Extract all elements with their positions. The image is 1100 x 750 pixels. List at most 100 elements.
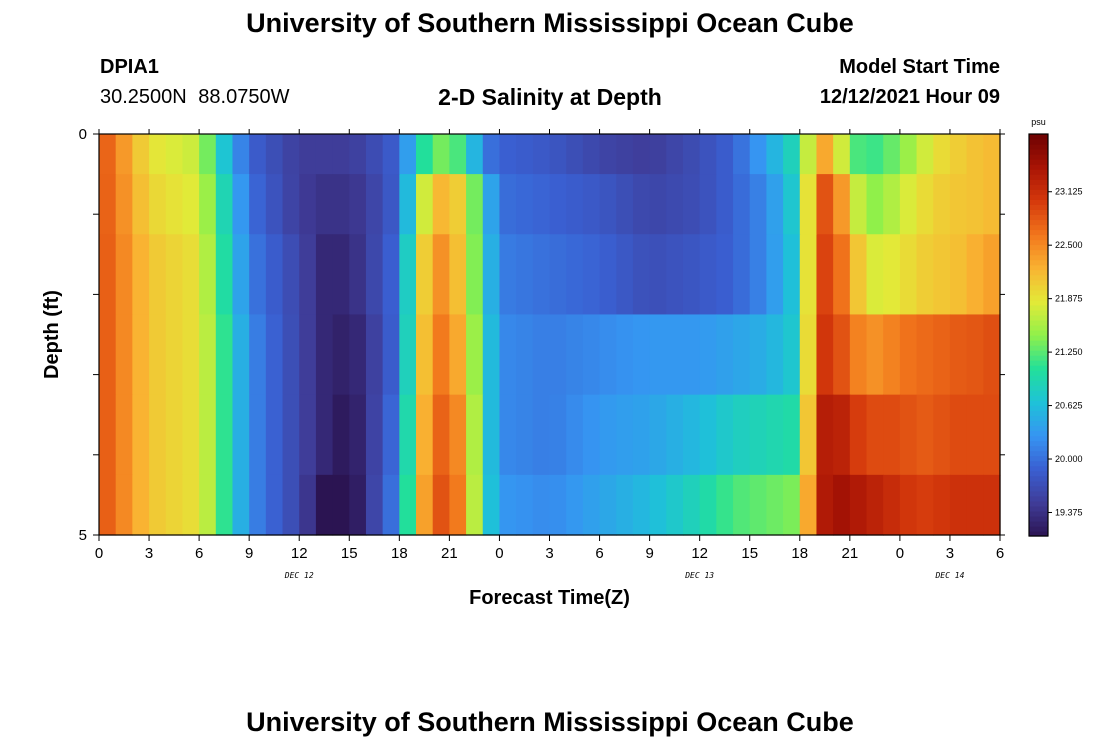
heatmap-cell [482, 394, 501, 476]
heatmap-cell [299, 174, 317, 235]
heatmap-cell [899, 134, 918, 175]
heatmap-cell [833, 474, 851, 536]
heatmap-cell [499, 234, 517, 316]
heatmap-cell [632, 134, 651, 175]
heatmap-cell [716, 314, 734, 396]
heatmap-cell [99, 314, 117, 396]
heatmap-cell [666, 134, 684, 175]
heatmap-cell [616, 134, 634, 175]
heatmap-cell [833, 314, 851, 396]
heatmap-cell [282, 174, 300, 235]
x-tick-label: 21 [441, 545, 458, 562]
heatmap-cell [983, 234, 1001, 316]
heatmap-cell [265, 394, 284, 476]
heatmap-cell [416, 134, 434, 175]
heatmap-cell [215, 474, 234, 536]
heatmap-cell [332, 134, 350, 175]
colorbar-segment [1029, 390, 1048, 396]
heatmap-cell [866, 174, 884, 235]
heatmap-cell [232, 314, 250, 396]
heatmap-cell [365, 314, 384, 396]
heatmap-cell [599, 234, 617, 316]
heatmap-cell [866, 234, 884, 316]
colorbar-tick-label: 23.125 [1055, 187, 1083, 197]
heatmap-cell [616, 394, 634, 476]
heatmap-cell [699, 394, 717, 476]
heatmap-cell [716, 474, 734, 536]
heatmap-cell [816, 394, 834, 476]
colorbar-segment [1029, 415, 1048, 422]
heatmap-cell [866, 474, 884, 536]
colorbar-segment [1029, 385, 1048, 391]
heatmap-cell [649, 394, 667, 476]
heatmap-cell [582, 234, 601, 316]
date-label: DEC 12 [284, 571, 314, 580]
heatmap-cell [749, 174, 768, 235]
heatmap-cell [516, 394, 534, 476]
heatmap-cell [699, 314, 717, 396]
heatmap-cell [816, 314, 834, 396]
heatmap-cell [733, 394, 751, 476]
heatmap-cell [783, 234, 801, 316]
heatmap-cell [199, 394, 217, 476]
heatmap-cell [265, 314, 284, 396]
colorbar-segment [1029, 440, 1048, 447]
heatmap-cell [866, 134, 884, 175]
heatmap-cell [799, 394, 818, 476]
colorbar-segment [1029, 194, 1048, 200]
colorbar-segment [1029, 445, 1048, 452]
heatmap-cell [249, 394, 267, 476]
heatmap-cell [916, 174, 934, 235]
heatmap-cell [849, 234, 868, 316]
heatmap-cell [949, 234, 968, 316]
heatmap-cell [432, 474, 450, 536]
heatmap-cell [983, 314, 1001, 396]
heatmap-cell [382, 134, 400, 175]
heatmap-cell [232, 474, 250, 536]
heatmap-cell [833, 394, 851, 476]
colorbar-segment [1029, 239, 1048, 246]
heatmap-cell [933, 314, 951, 396]
heatmap-cell [165, 314, 184, 396]
heatmap-cell [349, 234, 367, 316]
colorbar-segment [1029, 249, 1048, 256]
heatmap-cell [916, 474, 934, 536]
heatmap-cell [766, 234, 784, 316]
heatmap-cell [299, 394, 317, 476]
colorbar-segment [1029, 340, 1048, 346]
heatmap-cell [315, 394, 334, 476]
heatmap-cell [949, 314, 968, 396]
colorbar-tick-label: 21.875 [1055, 294, 1083, 304]
chart-title: 2-D Salinity at Depth [438, 84, 662, 110]
heatmap-cell [432, 234, 450, 316]
heatmap-cell [716, 394, 734, 476]
heatmap-cell [99, 174, 117, 235]
x-tick-label: 12 [291, 545, 308, 562]
heatmap-cell [249, 314, 267, 396]
heatmap-cell [482, 174, 501, 235]
page-title: University of Southern Mississippi Ocean… [246, 8, 854, 38]
heatmap-cell [632, 314, 651, 396]
x-tick-label: 3 [545, 545, 553, 562]
heatmap-cell [499, 394, 517, 476]
colorbar-segment [1029, 274, 1048, 281]
heatmap-cell [315, 234, 334, 316]
heatmap-cell [883, 474, 901, 536]
heatmap-cell [682, 474, 701, 536]
colorbar-segment [1029, 505, 1048, 512]
heatmap-cell [599, 134, 617, 175]
colorbar-unit-label: psu [1031, 117, 1046, 127]
heatmap-cell [582, 174, 601, 235]
heatmap-cell [399, 474, 417, 536]
heatmap-cell [182, 474, 200, 536]
colorbar-tick-label: 22.500 [1055, 240, 1083, 250]
heatmap-cell [299, 474, 317, 536]
heatmap-cell [632, 174, 651, 235]
heatmap-cell [666, 474, 684, 536]
colorbar-segment [1029, 199, 1048, 205]
heatmap-cell [165, 134, 184, 175]
colorbar-segment [1029, 244, 1048, 251]
heatmap-cell [516, 474, 534, 536]
heatmap-cell [365, 394, 384, 476]
heatmap-cell [883, 314, 901, 396]
